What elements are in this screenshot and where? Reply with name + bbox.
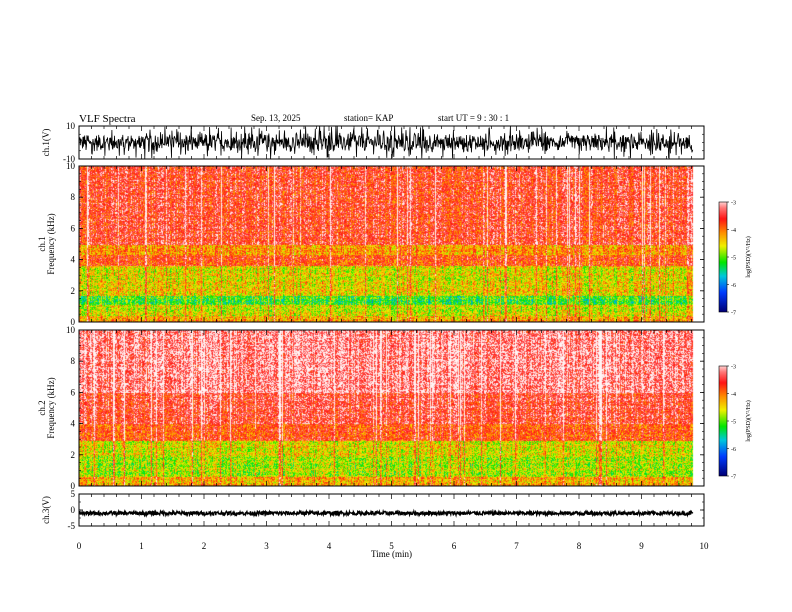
colorbar-ch2 xyxy=(719,366,727,476)
colorbar-tick-label: -7 xyxy=(731,311,736,317)
x-tick-label: 2 xyxy=(202,541,207,551)
x-tick-label: 1 xyxy=(139,541,144,551)
colorbar-label: log(PSD)(V²/Hz) xyxy=(745,236,752,277)
x-tick-label: 8 xyxy=(577,541,582,551)
colorbar-tick-label: -4 xyxy=(731,228,736,234)
waveform-ch1-trace xyxy=(78,125,694,160)
colorbar-tick-label: -6 xyxy=(731,447,736,453)
y-tick-label: 10 xyxy=(66,161,76,171)
x-axis-label: Time (min) xyxy=(371,549,412,559)
x-tick-label: 0 xyxy=(77,541,82,551)
y-tick-label: 6 xyxy=(71,223,76,233)
x-tick-label: 5 xyxy=(389,541,394,551)
x-tick-label: 6 xyxy=(452,541,457,551)
waveform-ch3-trace xyxy=(78,508,694,518)
spectrogram-ch1-image xyxy=(79,166,704,322)
x-tick-label: 7 xyxy=(514,541,519,551)
y-tick-label: 5 xyxy=(71,489,76,499)
colorbar-tick-label: -5 xyxy=(731,420,736,426)
y-axis-label: ch.3(V) xyxy=(41,496,51,524)
y-axis-label: Frequency (kHz) xyxy=(46,213,56,274)
y-tick-label: 10 xyxy=(66,325,76,335)
y-tick-label: 2 xyxy=(71,286,76,296)
y-tick-label: 8 xyxy=(71,192,76,202)
y-tick-label: -5 xyxy=(68,521,76,531)
x-tick-label: 10 xyxy=(700,541,710,551)
colorbar-tick-label: -5 xyxy=(731,256,736,262)
y-tick-label: 0 xyxy=(71,481,76,491)
y-tick-label: 6 xyxy=(71,387,76,397)
x-tick-label: 9 xyxy=(639,541,644,551)
start-time-label: start UT = 9 : 30 : 1 xyxy=(438,113,510,123)
y-axis-label: Frequency (kHz) xyxy=(46,377,56,438)
spectrogram-ch2-image xyxy=(79,330,704,486)
y-tick-label: 2 xyxy=(71,450,76,460)
colorbar-tick-label: -3 xyxy=(731,365,736,371)
y-tick-label: -10 xyxy=(63,154,75,164)
x-tick-label: 3 xyxy=(264,541,269,551)
colorbar-tick-label: -7 xyxy=(731,475,736,481)
y-tick-label: 4 xyxy=(71,255,76,265)
date-label: Sep. 13, 2025 xyxy=(251,113,301,123)
y-tick-label: 0 xyxy=(71,317,76,327)
y-tick-label: 4 xyxy=(71,419,76,429)
y-tick-label: 0 xyxy=(71,505,76,515)
y-tick-label: 8 xyxy=(71,356,76,366)
station-label: station= KAP xyxy=(344,113,394,123)
y-axis-label: ch.1 xyxy=(37,236,47,251)
colorbar-tick-label: -6 xyxy=(731,283,736,289)
y-axis-label: ch.2 xyxy=(37,400,47,415)
x-tick-label: 4 xyxy=(327,541,332,551)
colorbar-ch1 xyxy=(719,202,727,312)
y-axis-label: ch.1(V) xyxy=(41,129,51,157)
y-tick-label: 10 xyxy=(66,121,76,131)
chart-title: VLF Spectra xyxy=(79,113,136,125)
colorbar-label: log(PSD)(V²/Hz) xyxy=(745,400,752,441)
colorbar-tick-label: -3 xyxy=(731,201,736,207)
colorbar-tick-label: -4 xyxy=(731,392,736,398)
